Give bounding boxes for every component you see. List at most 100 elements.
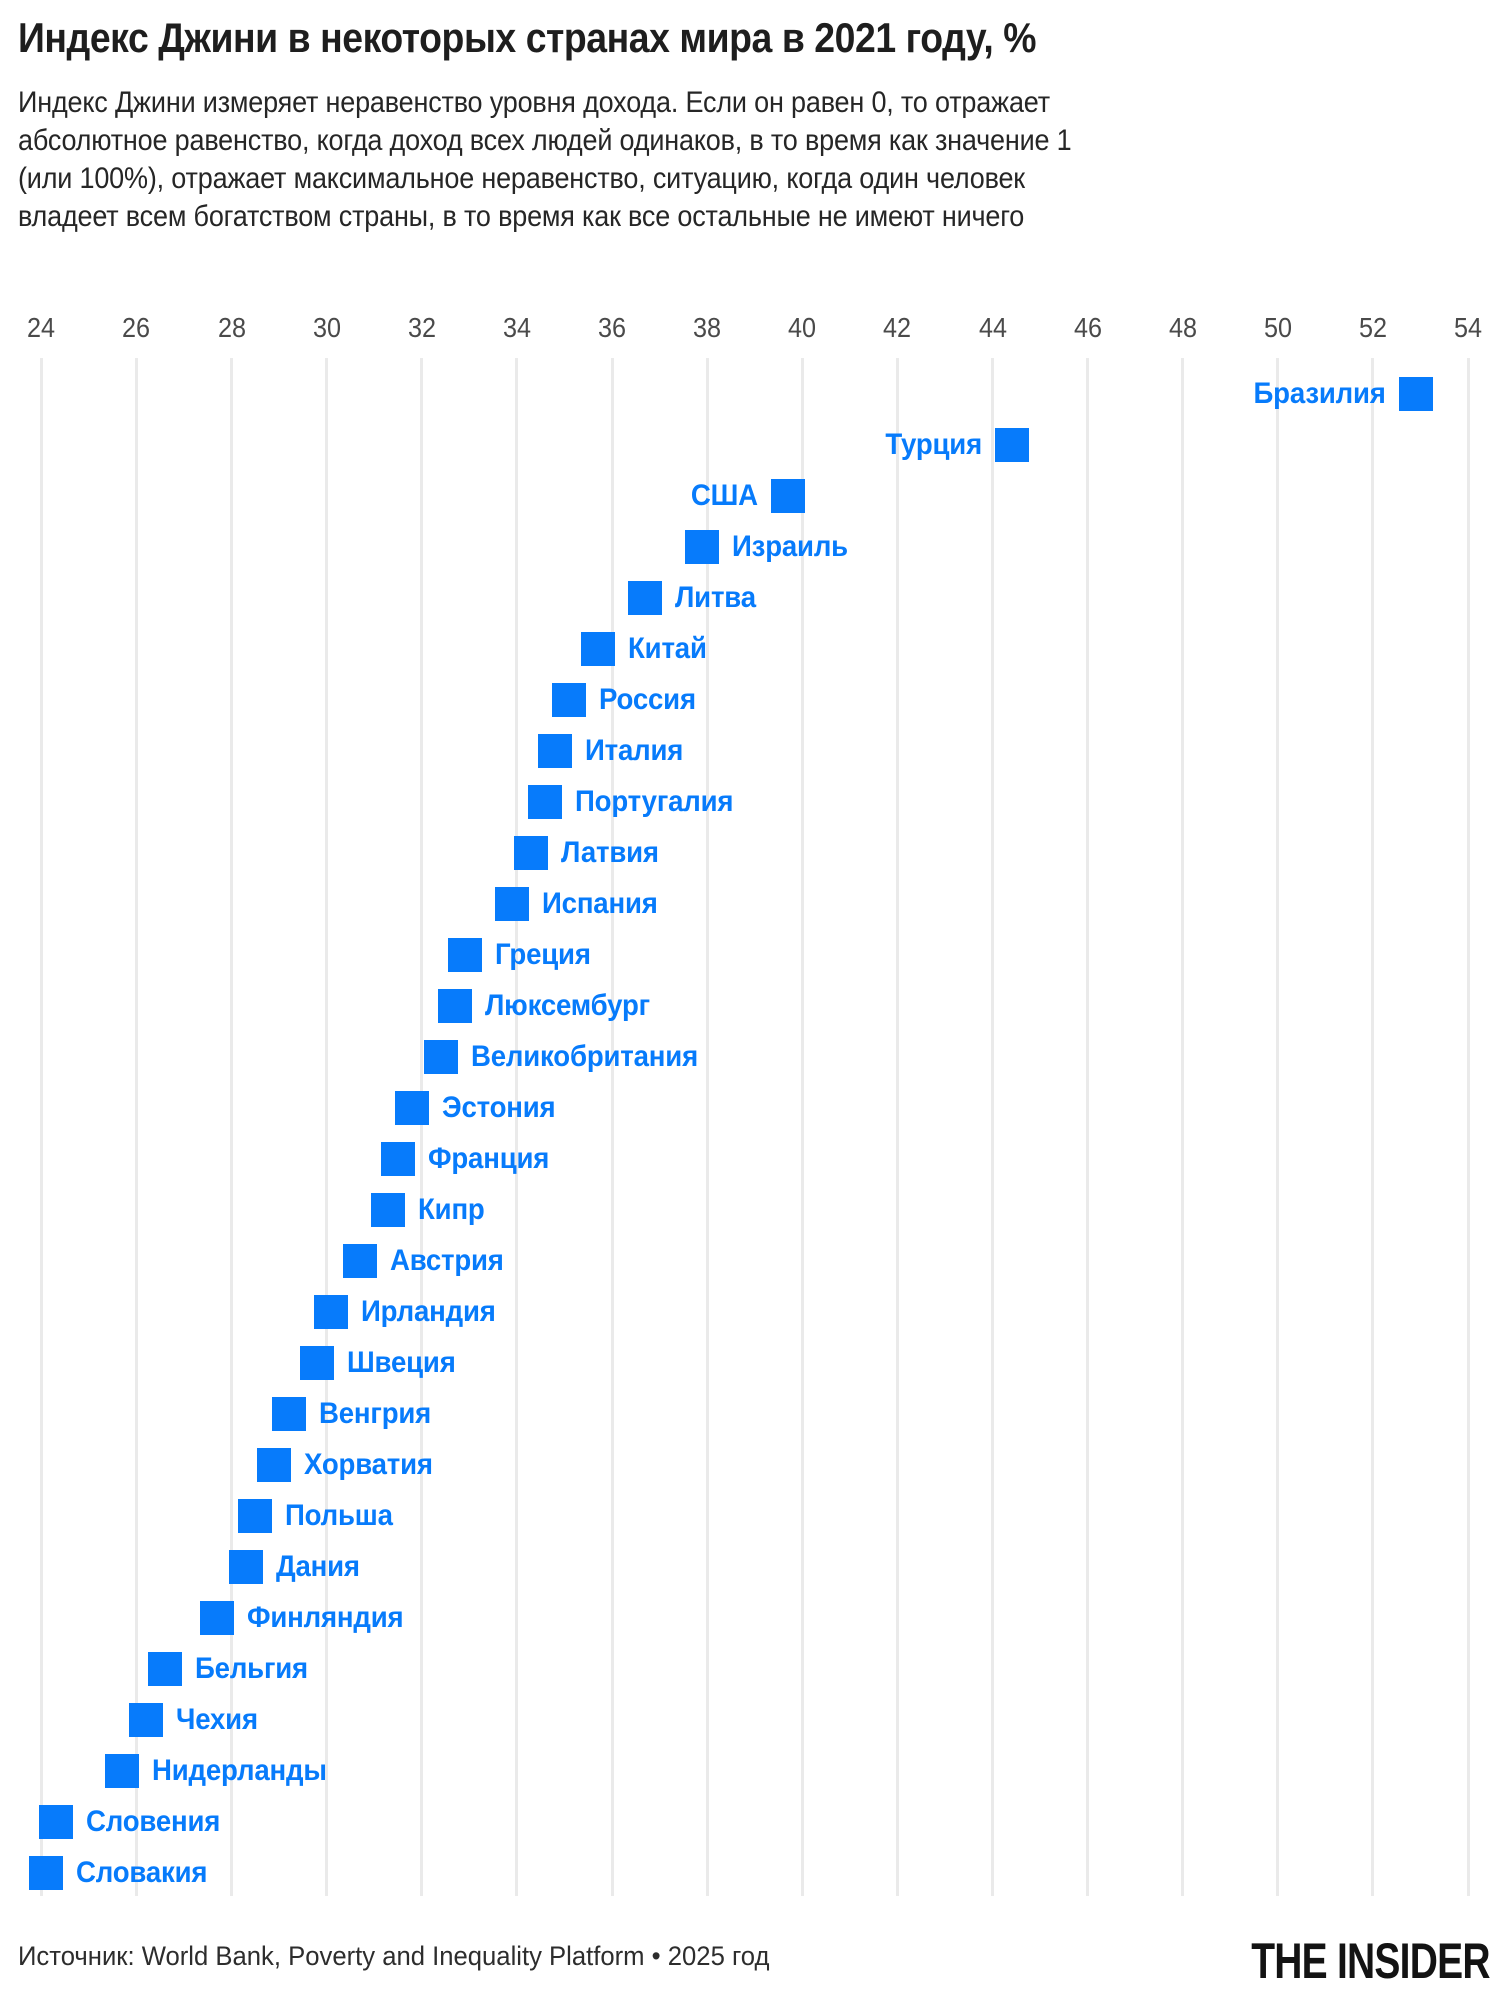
gridline: [1086, 358, 1090, 1896]
country-label: Греция: [494, 938, 591, 971]
country-label: Кипр: [418, 1193, 486, 1226]
data-point-marker: [580, 632, 615, 666]
data-point-marker: [314, 1295, 349, 1329]
data-point-marker: [371, 1193, 406, 1227]
country-label: Хорватия: [304, 1448, 434, 1481]
country-label: Россия: [599, 683, 697, 716]
gridline: [705, 358, 709, 1896]
data-point-marker: [423, 1040, 458, 1074]
data-point-marker: [395, 1091, 430, 1125]
country-label: Австрия: [389, 1244, 504, 1277]
gridline: [991, 358, 994, 1896]
data-point-marker: [528, 785, 563, 819]
page-title: Индекс Джини в некоторых странах мира в …: [18, 14, 1037, 61]
country-label: Франция: [428, 1142, 550, 1175]
data-point-marker: [128, 1703, 163, 1737]
gridline: [1276, 358, 1280, 1896]
country-label: Китай: [627, 632, 707, 665]
axis-tick-label: 30: [312, 312, 341, 343]
country-label: Словения: [85, 1805, 220, 1838]
chart-subtitle: Индекс Джини измеряет неравенство уровня…: [18, 84, 1072, 236]
the-insider-logo: THE INSIDER: [1251, 1933, 1491, 1989]
data-point-marker: [628, 581, 663, 615]
country-label: Польша: [285, 1499, 394, 1532]
axis-tick-label: 24: [27, 312, 56, 343]
axis-tick-label: 26: [122, 312, 151, 343]
country-label: Бразилия: [1253, 377, 1386, 410]
axis-tick-label: 54: [1454, 312, 1483, 343]
axis-tick-label: 42: [883, 312, 912, 343]
subtitle-line: Индекс Джини измеряет неравенство уровня…: [18, 86, 1050, 119]
x-axis: 24 26 28 30 32 34 36 38 40 42 44 46 48 50 52 54: [0, 312, 1506, 346]
data-point-marker: [228, 1550, 263, 1584]
data-point-marker: [438, 989, 473, 1023]
gridline: [515, 358, 519, 1896]
data-point-marker: [537, 734, 572, 768]
data-point-marker: [200, 1601, 235, 1635]
country-label: Ирландия: [361, 1295, 497, 1328]
gridline: [39, 358, 43, 1896]
country-label: Литва: [675, 581, 757, 614]
axis-tick-label: 32: [407, 312, 436, 343]
gridline: [1181, 358, 1185, 1896]
country-label: Испания: [542, 887, 658, 920]
data-point-marker: [300, 1346, 335, 1380]
axis-tick-label: 34: [502, 312, 531, 343]
gridline: [325, 358, 329, 1896]
source-note: Источник: World Bank, Poverty and Inequa…: [18, 1941, 770, 1971]
subtitle-line: (или 100%), отражает максимальное нераве…: [18, 162, 1025, 195]
axis-tick-label: 28: [217, 312, 246, 343]
subtitle-line: абсолютное равенство, когда доход всех л…: [18, 124, 1072, 157]
data-point-marker: [238, 1499, 273, 1533]
axis-tick-label: 46: [1073, 312, 1102, 343]
country-label: Люксембург: [485, 989, 651, 1022]
axis-tick-label: 40: [788, 312, 817, 343]
data-point-marker: [770, 479, 805, 513]
gridline: [134, 358, 138, 1896]
gridline: [420, 358, 424, 1896]
data-point-marker: [29, 1856, 64, 1890]
country-label: Израиль: [732, 530, 849, 563]
axis-tick-label: 50: [1263, 312, 1292, 343]
country-label: Италия: [584, 734, 684, 767]
gridline: [1466, 358, 1470, 1896]
country-label: Венгрия: [318, 1397, 431, 1430]
country-label: США: [690, 479, 758, 512]
data-point-marker: [495, 887, 530, 921]
axis-tick-label: 52: [1358, 312, 1387, 343]
country-label: Финляндия: [247, 1601, 404, 1634]
country-label: Эстония: [442, 1091, 556, 1124]
country-label: Нидерланды: [152, 1754, 327, 1787]
data-point-marker: [271, 1397, 306, 1431]
country-label: Португалия: [575, 785, 734, 818]
gridline: [895, 358, 899, 1896]
gridline: [800, 358, 804, 1896]
gridline: [230, 358, 234, 1896]
axis-tick-label: 38: [693, 312, 722, 343]
country-label: Дания: [275, 1550, 360, 1583]
gridline: [1371, 358, 1375, 1896]
data-point-marker: [257, 1448, 292, 1482]
gridline: [610, 358, 614, 1896]
data-point-marker: [147, 1652, 182, 1686]
data-point-marker: [381, 1142, 415, 1176]
axis-tick-label: 36: [597, 312, 627, 343]
data-point-marker: [105, 1754, 140, 1788]
data-point-marker: [38, 1805, 73, 1839]
country-label: Швеция: [347, 1346, 456, 1379]
country-label: Латвия: [561, 836, 660, 869]
data-point-marker: [342, 1244, 377, 1278]
country-label: Великобритания: [470, 1040, 698, 1073]
data-point-marker: [447, 938, 482, 972]
axis-tick-label: 44: [978, 312, 1007, 343]
data-point-marker: [685, 530, 720, 564]
data-point-marker: [1398, 377, 1433, 411]
plot-area: Бразилия Турция США Израиль Литва Китай Россия…: [0, 358, 1506, 1896]
country-label: Словакия: [76, 1856, 208, 1889]
data-point-marker: [552, 683, 587, 717]
data-point-marker: [514, 836, 549, 870]
country-label: Чехия: [175, 1703, 258, 1736]
country-label: Турция: [884, 428, 982, 461]
axis-tick-label: 48: [1168, 312, 1197, 343]
data-point-marker: [994, 428, 1029, 462]
